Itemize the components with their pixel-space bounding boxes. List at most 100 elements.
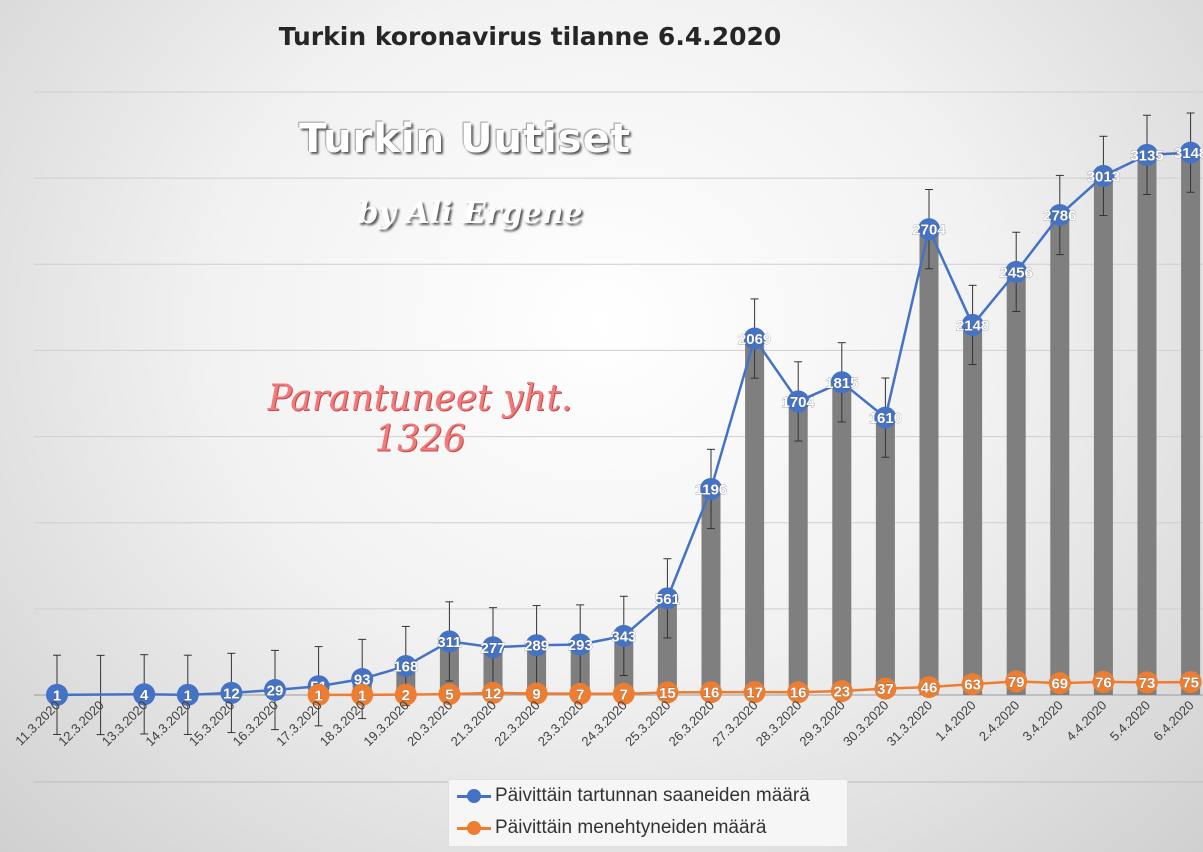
- infections-marker: [656, 587, 679, 610]
- deaths-data-label: 7: [576, 686, 584, 703]
- watermark-byline: by Ali Ergene: [357, 196, 583, 231]
- x-tick-label: 12.3.2020: [55, 698, 107, 750]
- infections-data-label: 3013: [1087, 168, 1120, 185]
- bar: [919, 229, 939, 695]
- deaths-data-label: 16: [790, 685, 807, 702]
- bar: [963, 324, 983, 695]
- x-tick-label: 31.3.2020: [884, 698, 936, 750]
- deaths-data-label: 17: [746, 685, 763, 702]
- deaths-data-label: 79: [1008, 674, 1025, 691]
- deaths-data-label: 63: [964, 677, 981, 694]
- deaths-marker: [438, 683, 461, 706]
- infections-marker: [787, 390, 810, 413]
- bar: [701, 488, 721, 695]
- infections-marker: [525, 634, 548, 657]
- x-tick-label: 15.3.2020: [186, 698, 238, 750]
- bar: [1181, 152, 1201, 695]
- deaths-data-label: 9: [532, 686, 540, 703]
- infections-marker: [482, 636, 504, 659]
- legend-label-infections: Päivittäin tartunnan saaneiden määrä: [495, 785, 810, 806]
- deaths-data-label: 7: [620, 686, 628, 703]
- infections-data-label: 1610: [869, 410, 902, 427]
- deaths-marker: [918, 676, 940, 699]
- infections-data-label: 1: [184, 687, 192, 704]
- infections-data-label: 93: [354, 671, 371, 688]
- bar: [1137, 154, 1157, 696]
- infections-marker: [438, 630, 461, 653]
- x-tick-label: 26.3.2020: [666, 698, 718, 750]
- x-tick-label: 4.4.2020: [1063, 698, 1109, 744]
- x-tick-label: 29.3.2020: [796, 698, 848, 750]
- deaths-data-label: 5: [445, 687, 453, 704]
- deaths-data-label: 1: [358, 687, 366, 704]
- infections-marker: [874, 406, 897, 429]
- infections-data-label: 1815: [825, 375, 858, 392]
- bar: [745, 338, 765, 695]
- recovered-annotation: Parantuneet yht. 1326: [267, 378, 573, 460]
- infections-data-label: 29: [267, 683, 284, 700]
- infections-marker: [394, 655, 417, 678]
- deaths-data-label: 46: [921, 680, 938, 697]
- x-tick-label: 28.3.2020: [753, 698, 805, 750]
- deaths-marker: [656, 681, 679, 704]
- infections-marker: [700, 477, 722, 500]
- deaths-marker: [1048, 672, 1071, 695]
- infections-data-label: 293: [568, 637, 593, 654]
- x-tick-label: 17.3.2020: [273, 698, 325, 750]
- legend-label-deaths: Päivittäin menehtyneiden määrä: [495, 817, 767, 838]
- watermark-logo-text: Turkin Uutiset: [299, 116, 631, 162]
- infections-marker: [569, 633, 592, 656]
- x-tick-label: 25.3.2020: [622, 698, 674, 750]
- bar: [788, 401, 808, 695]
- infections-data-label: 3135: [1130, 147, 1163, 164]
- infections-data-label: 277: [480, 640, 505, 657]
- bar: [1050, 215, 1070, 695]
- infections-marker: [1179, 141, 1202, 164]
- deaths-marker: [525, 682, 548, 705]
- bar: [1006, 271, 1026, 695]
- infections-marker: [351, 667, 374, 690]
- x-tick-label: 3.4.2020: [1020, 698, 1066, 744]
- x-tick-label: 14.3.2020: [142, 698, 194, 750]
- infections-data-label: 168: [393, 659, 418, 676]
- deaths-data-label: 76: [1095, 674, 1112, 691]
- deaths-marker: [394, 683, 417, 706]
- infections-marker: [743, 327, 766, 350]
- deaths-data-label: 12: [485, 685, 502, 702]
- x-tick-label: 22.3.2020: [491, 698, 543, 750]
- x-tick-label: 2.4.2020: [976, 698, 1022, 744]
- legend-swatch-deaths: [457, 821, 491, 835]
- infections-marker: [1092, 164, 1115, 187]
- deaths-marker: [569, 682, 592, 705]
- infections-data-label: 343: [611, 628, 636, 645]
- infections-data-label: 2456: [1000, 264, 1033, 281]
- infections-data-label: 2069: [738, 331, 771, 348]
- x-tick-label: 27.3.2020: [709, 698, 761, 750]
- infections-data-label: 3148: [1174, 145, 1203, 162]
- x-tick-label: 6.4.2020: [1150, 698, 1196, 744]
- deaths-data-label: 73: [1139, 675, 1156, 692]
- deaths-marker: [351, 683, 374, 706]
- infections-data-label: 2786: [1043, 208, 1076, 225]
- deaths-data-label: 23: [833, 684, 850, 701]
- deaths-marker: [700, 681, 722, 704]
- deaths-marker: [743, 681, 766, 704]
- x-tick-label: 30.3.2020: [840, 698, 892, 750]
- infections-marker: [612, 624, 635, 647]
- bar: [657, 598, 677, 695]
- deaths-marker: [1179, 671, 1202, 694]
- deaths-marker: [1136, 671, 1158, 694]
- infections-marker: [961, 313, 984, 336]
- infections-data-label: 1704: [782, 394, 816, 411]
- infections-data-label: 561: [655, 591, 680, 608]
- deaths-marker: [787, 681, 810, 704]
- deaths-data-label: 2: [402, 687, 410, 704]
- bar: [832, 382, 852, 695]
- infections-data-label: 4: [140, 687, 149, 704]
- deaths-data-label: 75: [1182, 675, 1199, 692]
- x-tick-label: 24.3.2020: [578, 698, 630, 750]
- deaths-marker: [874, 677, 897, 700]
- x-tick-label: 1.4.2020: [932, 698, 978, 744]
- legend-item-deaths: Päivittäin menehtyneiden määrä: [449, 812, 847, 844]
